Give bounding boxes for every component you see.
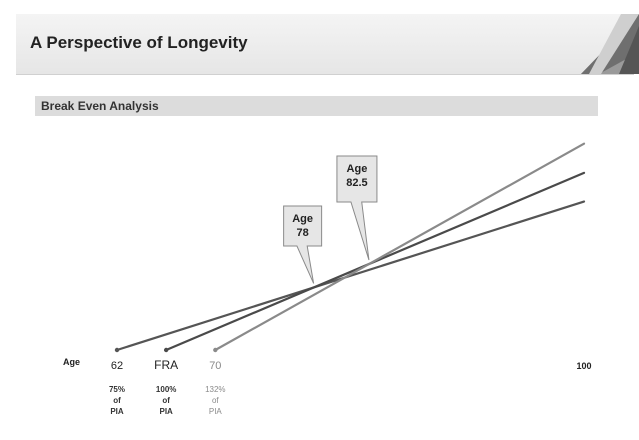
- callout-box: [283, 205, 323, 284]
- callout-value: 82.5: [346, 177, 367, 189]
- tick-sublabel: PIA: [159, 407, 173, 416]
- x-tick-label: 62: [111, 360, 123, 372]
- corner-decoration-icon: [581, 14, 639, 74]
- section-bar: [35, 96, 598, 116]
- callout-value: 78: [297, 227, 309, 239]
- tick-sublabel: PIA: [110, 407, 124, 416]
- section-title: Break Even Analysis: [41, 99, 159, 113]
- x-tick-label: 100: [576, 361, 591, 371]
- header-band: [16, 14, 634, 75]
- tick-sublabel: of: [113, 396, 121, 405]
- series-start-point: [114, 347, 120, 353]
- callout-label: Age: [347, 163, 368, 175]
- tick-sublabel: 132%: [205, 385, 225, 394]
- series-start-point: [213, 347, 218, 353]
- x-axis-label: Age: [63, 357, 80, 367]
- tick-sublabel: of: [162, 396, 170, 405]
- callout-label: Age: [292, 213, 313, 225]
- series-line: [214, 142, 586, 352]
- tick-sublabel: 100%: [156, 385, 176, 394]
- x-tick-label: 70: [209, 360, 221, 372]
- slide-title: A Perspective of Longevity: [30, 33, 248, 52]
- tick-sublabel: of: [212, 396, 219, 405]
- tick-sublabel: PIA: [209, 407, 223, 416]
- tick-sublabel: 75%: [109, 385, 125, 394]
- x-tick-label: FRA: [154, 358, 178, 372]
- series-line: [115, 200, 586, 352]
- callout-box: [336, 155, 378, 261]
- series-start-point: [163, 347, 169, 353]
